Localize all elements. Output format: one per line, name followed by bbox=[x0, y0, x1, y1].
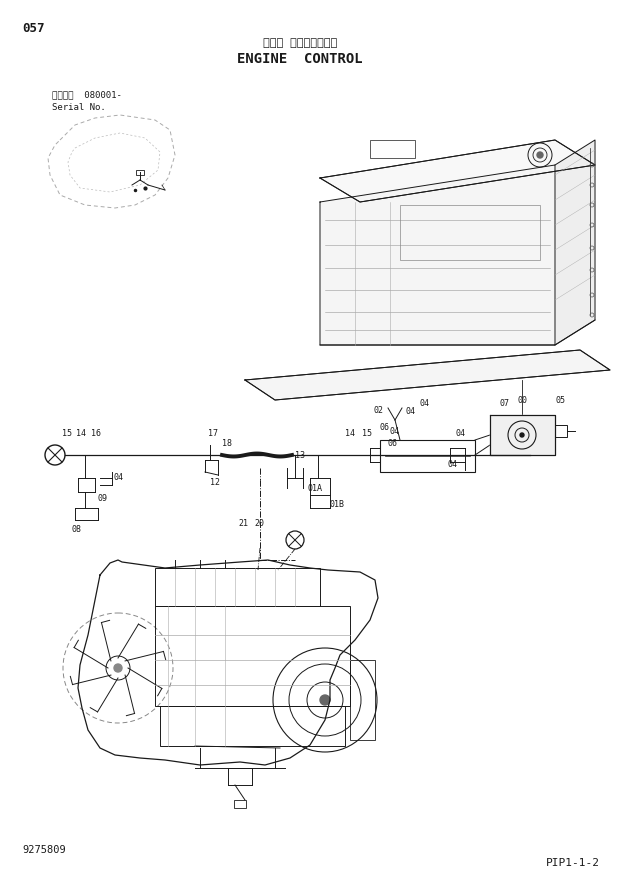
Circle shape bbox=[320, 695, 330, 705]
Text: 21: 21 bbox=[238, 519, 248, 528]
Text: 14: 14 bbox=[345, 429, 355, 438]
Text: 00: 00 bbox=[517, 396, 527, 405]
Text: PIP1-1-2: PIP1-1-2 bbox=[546, 858, 600, 868]
Text: 01A: 01A bbox=[308, 484, 323, 493]
Text: 04: 04 bbox=[390, 427, 400, 436]
Text: 08: 08 bbox=[72, 525, 82, 534]
Circle shape bbox=[520, 433, 524, 437]
Text: 13: 13 bbox=[295, 451, 305, 460]
Bar bbox=[136, 170, 144, 175]
Text: 17: 17 bbox=[208, 429, 218, 438]
Text: 14: 14 bbox=[76, 429, 86, 438]
Text: 04: 04 bbox=[420, 399, 430, 408]
Polygon shape bbox=[320, 140, 595, 202]
Text: 04: 04 bbox=[455, 429, 465, 438]
Text: 04: 04 bbox=[448, 460, 458, 469]
Text: 適用号機  080001-: 適用号機 080001- bbox=[52, 90, 122, 99]
Bar bbox=[160, 706, 345, 746]
Text: 05: 05 bbox=[556, 396, 566, 405]
Polygon shape bbox=[490, 415, 555, 455]
Polygon shape bbox=[555, 140, 595, 345]
Text: 04: 04 bbox=[405, 407, 415, 416]
Text: 20: 20 bbox=[254, 519, 264, 528]
Text: 15: 15 bbox=[362, 429, 372, 438]
Text: 09: 09 bbox=[98, 494, 108, 503]
Text: 06: 06 bbox=[380, 423, 390, 432]
Bar bbox=[350, 660, 375, 740]
Circle shape bbox=[114, 664, 122, 672]
Text: 02: 02 bbox=[373, 406, 383, 415]
Text: 16: 16 bbox=[91, 429, 101, 438]
Bar bbox=[370, 140, 415, 158]
Bar bbox=[234, 800, 246, 808]
Text: ENGINE  CONTROL: ENGINE CONTROL bbox=[237, 52, 363, 66]
Text: 057: 057 bbox=[22, 22, 45, 35]
Text: 12: 12 bbox=[210, 478, 220, 487]
Bar bbox=[380, 440, 475, 472]
Bar bbox=[155, 606, 350, 706]
Circle shape bbox=[537, 152, 543, 158]
Text: 01B: 01B bbox=[330, 500, 345, 509]
Bar bbox=[490, 415, 555, 455]
Text: 07: 07 bbox=[500, 399, 510, 408]
Text: エンジ ンコントロール: エンジ ンコントロール bbox=[263, 38, 337, 48]
Polygon shape bbox=[245, 350, 610, 400]
Text: 9275809: 9275809 bbox=[22, 845, 66, 855]
Bar bbox=[155, 568, 320, 606]
Polygon shape bbox=[320, 165, 555, 345]
Text: 06: 06 bbox=[388, 439, 398, 448]
Bar bbox=[555, 425, 567, 437]
Bar bbox=[400, 205, 540, 260]
Text: 15: 15 bbox=[62, 429, 72, 438]
Text: Serial No.: Serial No. bbox=[52, 103, 106, 112]
Text: 04: 04 bbox=[113, 474, 123, 483]
Text: 18: 18 bbox=[222, 439, 232, 448]
